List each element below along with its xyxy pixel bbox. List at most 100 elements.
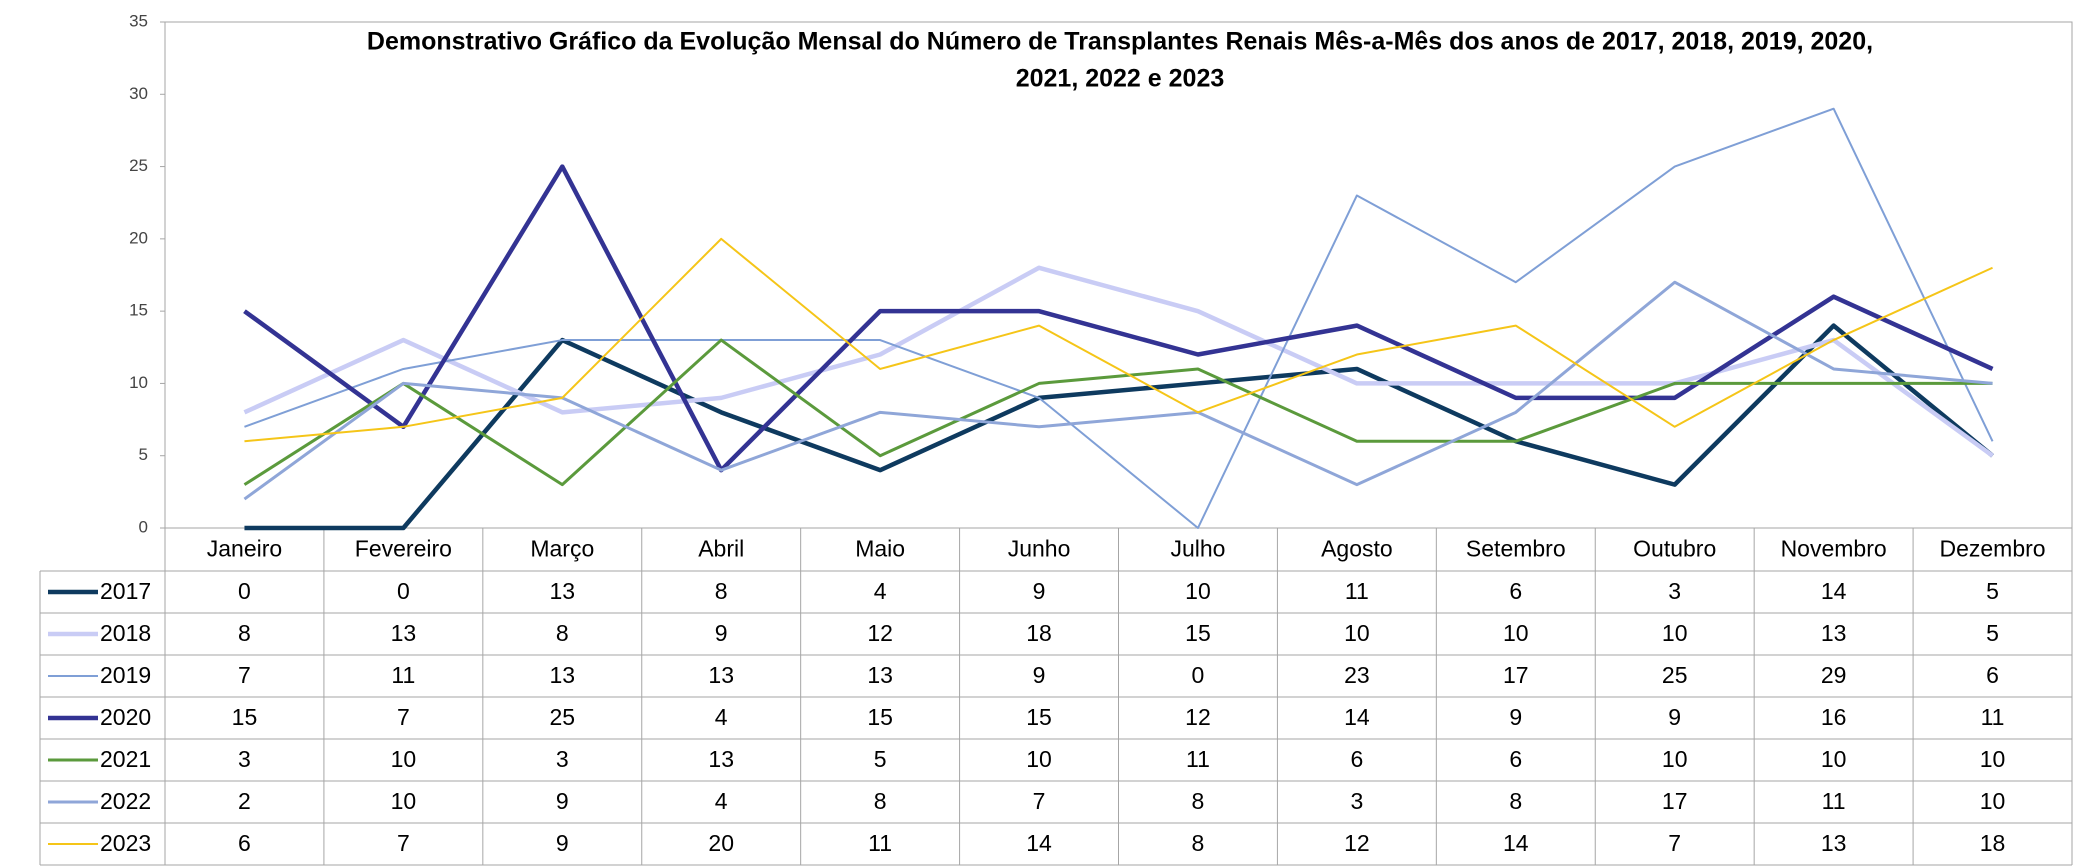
y-tick-label: 0 — [139, 517, 148, 536]
series-line — [244, 107, 1994, 529]
y-tick-label: 10 — [129, 373, 148, 392]
legend-label: 2022 — [100, 788, 151, 814]
table-cell: 29 — [1821, 662, 1847, 688]
x-tick-label: Fevereiro — [355, 536, 452, 562]
x-tick-label: Março — [530, 536, 594, 562]
table-cell: 4 — [715, 788, 728, 814]
table-cell: 6 — [1509, 578, 1522, 604]
table-cell: 3 — [556, 746, 569, 772]
table-cell: 12 — [1344, 830, 1370, 856]
legend-label: 2023 — [100, 830, 151, 856]
table-cell: 9 — [1509, 704, 1522, 730]
table-cell: 10 — [1026, 746, 1052, 772]
chart-title: Demonstrativo Gráfico da Evolução Mensal… — [367, 28, 1873, 56]
table-cell: 7 — [1668, 830, 1681, 856]
table-cell: 8 — [715, 578, 728, 604]
x-tick-label: Maio — [855, 536, 905, 562]
legend-label: 2019 — [100, 662, 151, 688]
series-line — [243, 164, 1994, 473]
x-tick-label: Abril — [698, 536, 744, 562]
x-tick-label: Dezembro — [1939, 536, 2045, 562]
table-cell: 10 — [1980, 788, 2006, 814]
table-cell: 15 — [232, 704, 258, 730]
table-cell: 13 — [549, 662, 575, 688]
table-cell: 15 — [867, 704, 893, 730]
chart-title: 2021, 2022 e 2023 — [1016, 65, 1225, 93]
table-cell: 12 — [1185, 704, 1211, 730]
table-cell: 3 — [1350, 788, 1363, 814]
table-cell: 6 — [1986, 662, 1999, 688]
table-cell: 18 — [1026, 620, 1052, 646]
table-cell: 13 — [549, 578, 575, 604]
table-cell: 8 — [1509, 788, 1522, 814]
legend-label: 2021 — [100, 746, 151, 772]
table-cell: 6 — [238, 830, 251, 856]
table-cell: 10 — [1344, 620, 1370, 646]
table-cell: 16 — [1821, 704, 1847, 730]
table-cell: 7 — [1033, 788, 1046, 814]
table-cell: 5 — [1986, 620, 1999, 646]
table-cell: 7 — [238, 662, 251, 688]
table-cell: 9 — [556, 830, 569, 856]
table-cell: 7 — [397, 704, 410, 730]
table-cell: 6 — [1509, 746, 1522, 772]
table-cell: 12 — [867, 620, 893, 646]
table-cell: 10 — [1662, 746, 1688, 772]
table-cell: 13 — [867, 662, 893, 688]
table-cell: 0 — [238, 578, 251, 604]
table-cell: 3 — [238, 746, 251, 772]
table-cell: 13 — [391, 620, 417, 646]
table-cell: 15 — [1026, 704, 1052, 730]
table-cell: 17 — [1503, 662, 1529, 688]
table-cell: 13 — [1821, 830, 1847, 856]
x-tick-label: Outubro — [1633, 536, 1716, 562]
table-cell: 9 — [556, 788, 569, 814]
y-tick-label: 5 — [139, 445, 148, 464]
table-cell: 11 — [1981, 704, 2005, 730]
plot-frame — [164, 21, 2073, 529]
x-tick-label: Novembro — [1781, 536, 1887, 562]
table-cell: 0 — [1192, 662, 1205, 688]
table-cell: 14 — [1821, 578, 1847, 604]
table-cell: 3 — [1668, 578, 1681, 604]
table-cell: 10 — [1980, 746, 2006, 772]
table-cell: 11 — [1345, 578, 1369, 604]
table-cell: 13 — [708, 746, 734, 772]
table-cell: 17 — [1662, 788, 1688, 814]
table-cell: 6 — [1350, 746, 1363, 772]
x-tick-label: Junho — [1008, 536, 1071, 562]
table-cell: 4 — [715, 704, 728, 730]
y-tick-label: 35 — [129, 11, 148, 30]
legend-label: 2018 — [100, 620, 151, 646]
table-cell: 13 — [708, 662, 734, 688]
x-tick-label: Agosto — [1321, 536, 1393, 562]
y-tick-label: 30 — [129, 84, 148, 103]
series-line — [243, 280, 1993, 501]
legend-label: 2020 — [100, 704, 151, 730]
table-cell: 8 — [556, 620, 569, 646]
table-cell: 4 — [874, 578, 887, 604]
table-cell: 9 — [715, 620, 728, 646]
series-line — [243, 265, 1994, 458]
table-cell: 11 — [868, 830, 892, 856]
table-cell: 10 — [391, 788, 417, 814]
table-cell: 9 — [1033, 578, 1046, 604]
table-cell: 25 — [549, 704, 575, 730]
series-line — [243, 338, 1993, 487]
table-cell: 9 — [1033, 662, 1046, 688]
series-line — [244, 237, 1993, 443]
table-cell: 0 — [397, 578, 410, 604]
table-cell: 14 — [1344, 704, 1370, 730]
table-cell: 20 — [708, 830, 734, 856]
series-line — [244, 323, 1994, 531]
y-tick-label: 15 — [129, 301, 148, 320]
table-cell: 11 — [1822, 788, 1846, 814]
table-cell: 18 — [1980, 830, 2006, 856]
table-cell: 8 — [1192, 830, 1205, 856]
x-tick-label: Setembro — [1466, 536, 1566, 562]
table-cell: 10 — [391, 746, 417, 772]
table-cell: 10 — [1821, 746, 1847, 772]
table-cell: 2 — [238, 788, 251, 814]
legend-label: 2017 — [100, 578, 151, 604]
